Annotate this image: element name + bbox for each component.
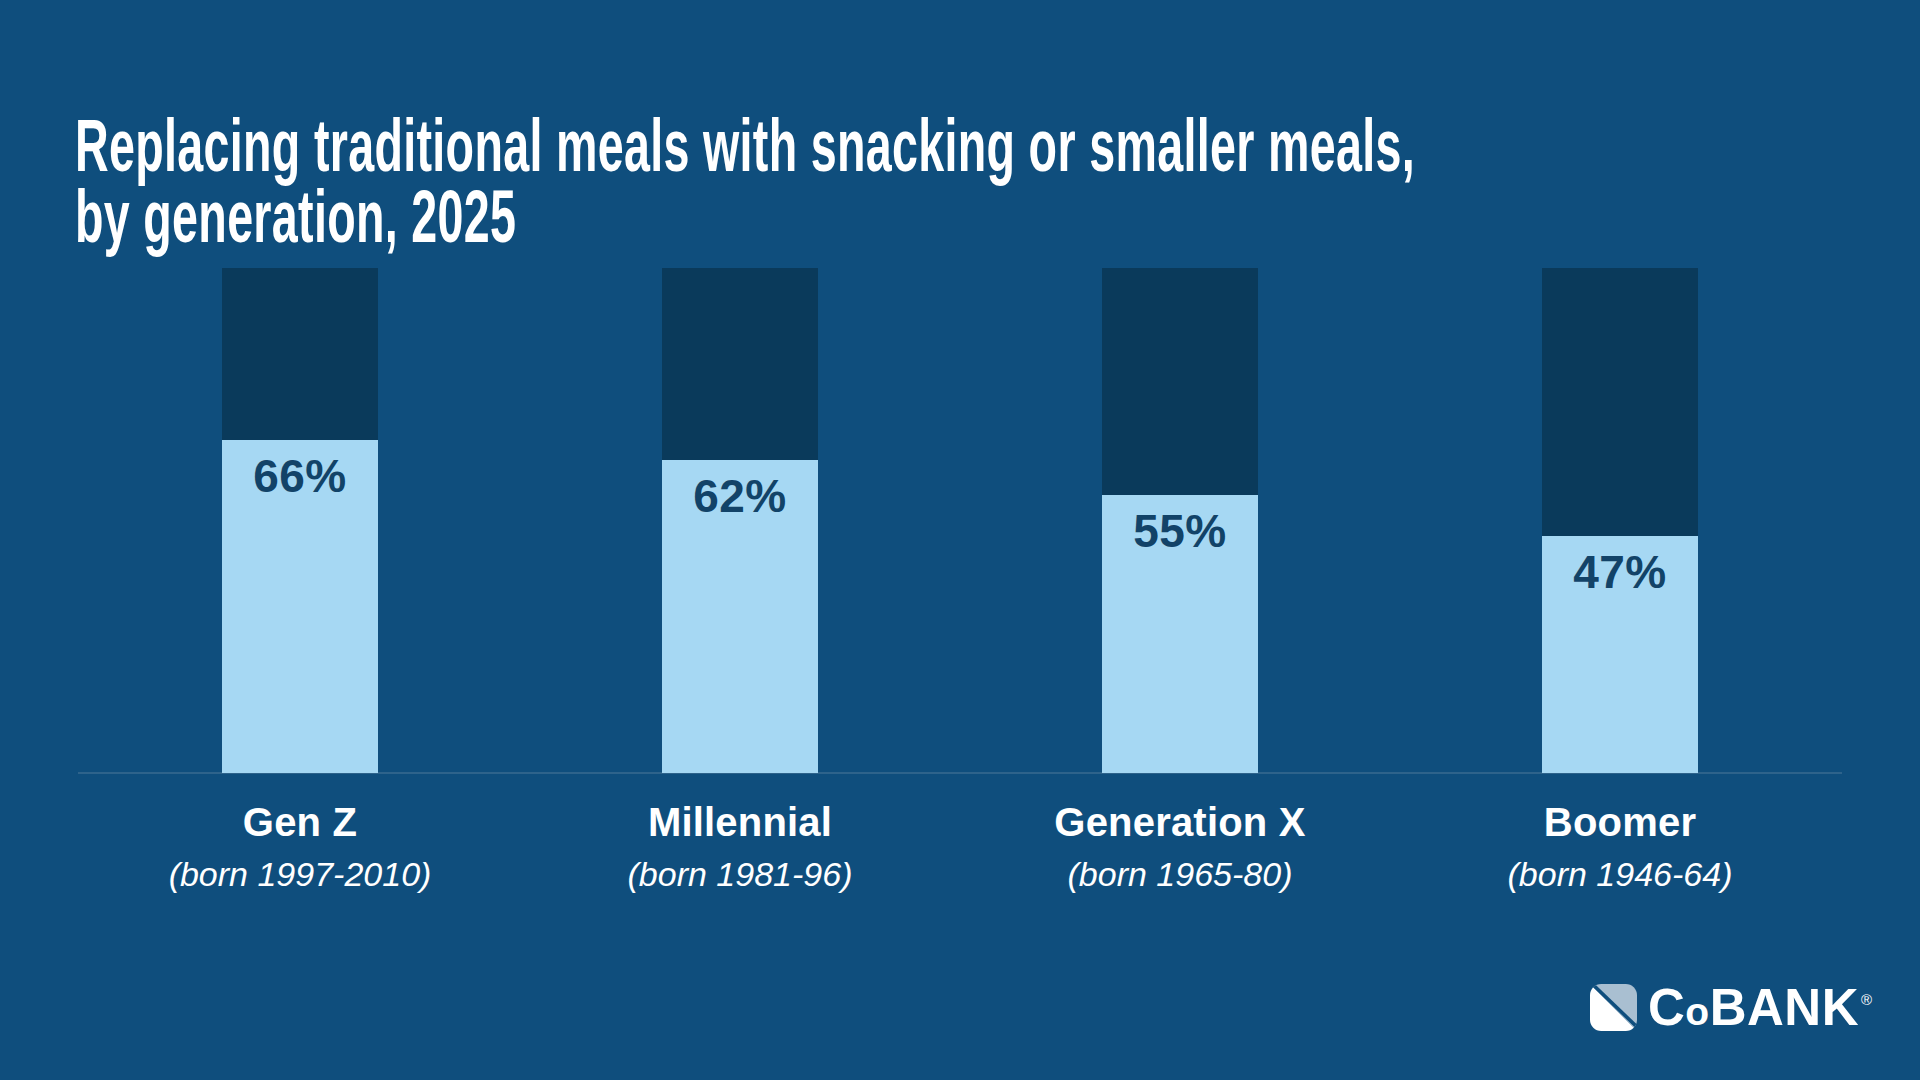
wordmark-o: o: [1685, 990, 1709, 1033]
bar-value-label: 47%: [1542, 545, 1698, 599]
bar-segment-remainder: [662, 268, 818, 460]
category-sublabel: (born 1997-2010): [80, 855, 520, 894]
category-label-boomer: Boomer (born 1946-64): [1400, 799, 1840, 894]
bar-segment-value: 47%: [1542, 536, 1698, 773]
category-name: Boomer: [1400, 799, 1840, 845]
wordmark-bank: BANK: [1710, 979, 1859, 1036]
bar-segment-remainder: [1102, 268, 1258, 495]
bar-gen-z: 66%: [222, 268, 378, 773]
bar-segment-value: 66%: [222, 440, 378, 773]
category-name: Gen Z: [80, 799, 520, 845]
registered-mark: ®: [1861, 991, 1873, 1008]
bar-segment-value: 55%: [1102, 495, 1258, 773]
bar-value-label: 55%: [1102, 504, 1258, 558]
bar-chart: 66%Gen Z(born 1997-2010)62%Millennial(bo…: [0, 0, 1920, 1080]
bar-value-label: 66%: [222, 449, 378, 503]
bar-segment-value: 62%: [662, 460, 818, 773]
category-label-gen-z: Gen Z (born 1997-2010): [80, 799, 520, 894]
category-name: Generation X: [960, 799, 1400, 845]
bar-millennial: 62%: [662, 268, 818, 773]
category-label-generation-x: Generation X (born 1965-80): [960, 799, 1400, 894]
category-label-millennial: Millennial (born 1981-96): [520, 799, 960, 894]
wordmark-c: C: [1648, 979, 1685, 1036]
category-sublabel: (born 1946-64): [1400, 855, 1840, 894]
cobank-logo: CoBANK®: [1590, 982, 1873, 1033]
bar-value-label: 62%: [662, 469, 818, 523]
cobank-logo-icon: [1590, 984, 1637, 1031]
cobank-wordmark: CoBANK®: [1648, 982, 1873, 1033]
infographic-canvas: Replacing traditional meals with snackin…: [0, 0, 1920, 1080]
bar-segment-remainder: [1542, 268, 1698, 536]
bar-segment-remainder: [222, 268, 378, 440]
category-sublabel: (born 1965-80): [960, 855, 1400, 894]
category-sublabel: (born 1981-96): [520, 855, 960, 894]
bar-generation-x: 55%: [1102, 268, 1258, 773]
category-name: Millennial: [520, 799, 960, 845]
bar-boomer: 47%: [1542, 268, 1698, 773]
